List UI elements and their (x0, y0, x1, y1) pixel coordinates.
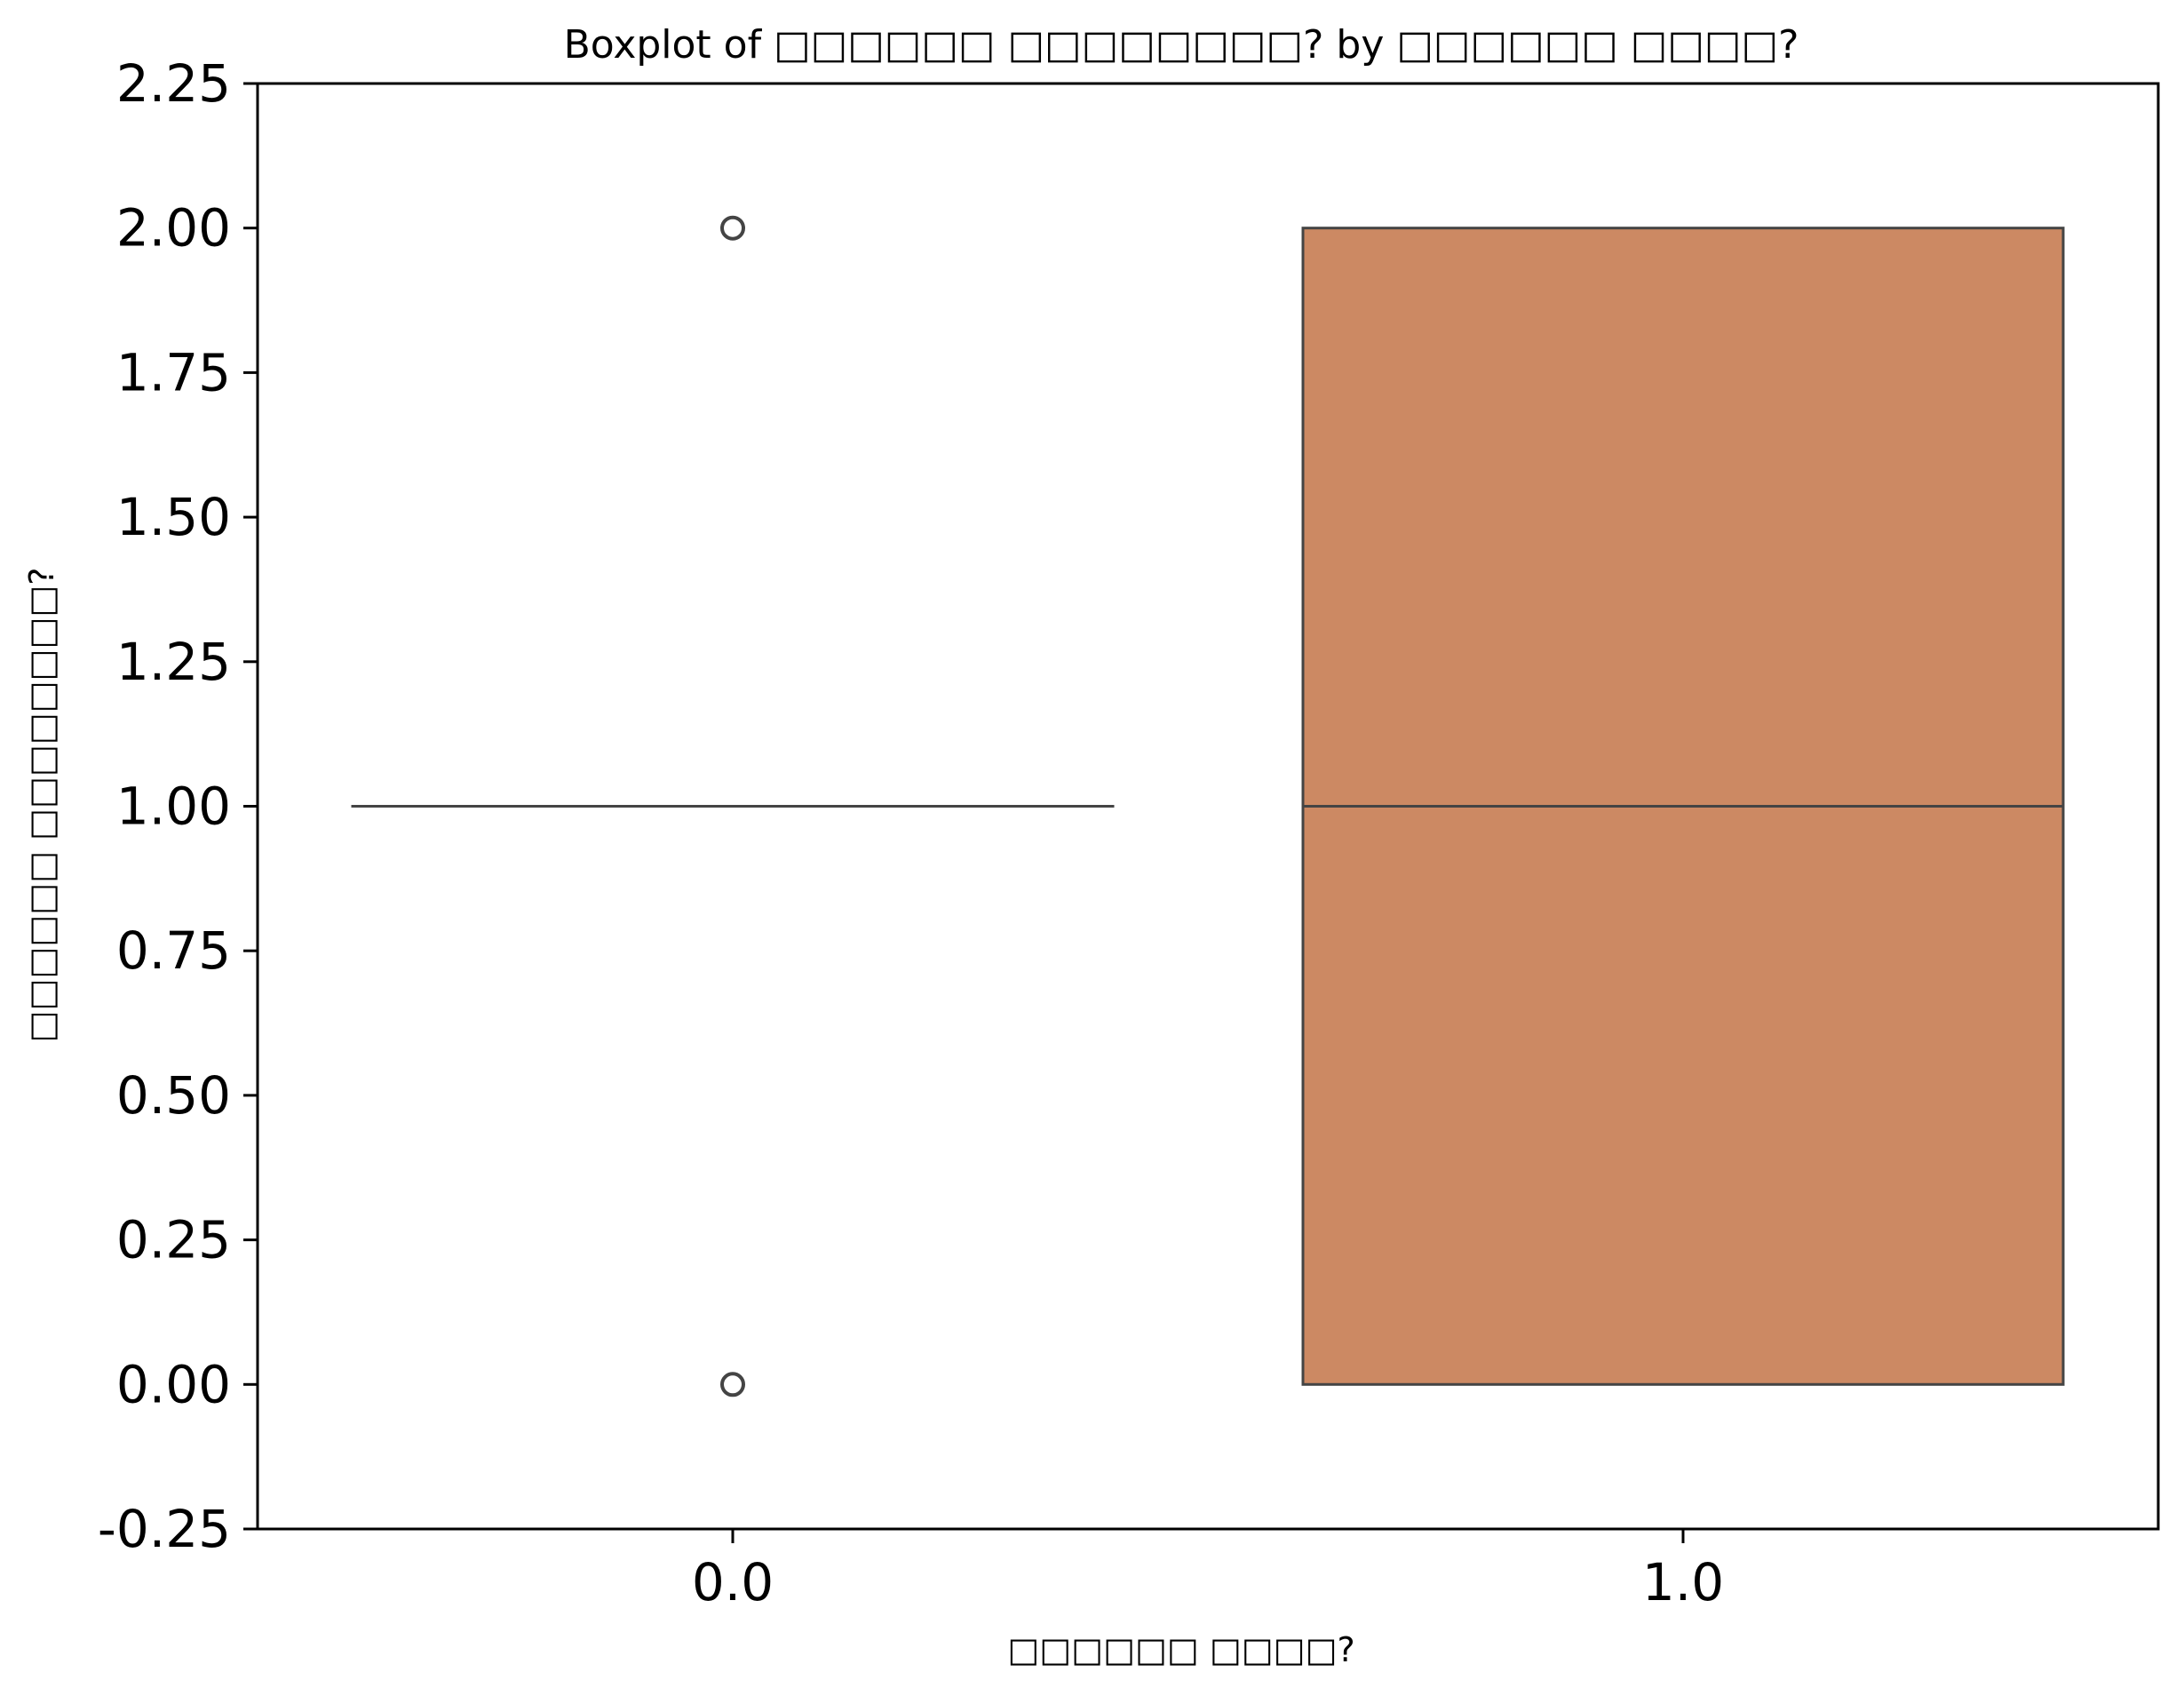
y-tick-label: 0.75 (116, 920, 231, 981)
y-axis-label: □□□□□□ □□□□□□□□? (22, 568, 61, 1043)
y-tick-label: 0.00 (116, 1354, 231, 1414)
y-tick-label: 1.25 (116, 632, 231, 692)
outlier-point (722, 218, 743, 239)
x-tick-label: 0.0 (692, 1552, 774, 1612)
plot-area: -0.25 0.00 0.25 0.50 0.75 1.00 1.25 1.50 1.75 2.0… (98, 53, 2158, 1612)
y-tick-label: 2.00 (116, 198, 231, 259)
x-axis-label: □□□□□□ □□□□? (1007, 1630, 1354, 1669)
y-tick-label: 1.75 (116, 342, 231, 402)
y-tick-label: 0.25 (116, 1210, 231, 1270)
outlier-point (722, 1374, 743, 1395)
y-tick-label: -0.25 (98, 1499, 231, 1559)
y-tick-label: 0.50 (116, 1065, 231, 1126)
x-tick-label: 1.0 (1642, 1552, 1724, 1612)
y-tick-label: 2.25 (116, 53, 231, 114)
chart-title: Boxplot of □□□□□□ □□□□□□□□? by □□□□□□ □□… (564, 22, 1799, 68)
y-tick-label: 1.50 (116, 487, 231, 547)
y-tick-label: 1.00 (116, 776, 231, 837)
